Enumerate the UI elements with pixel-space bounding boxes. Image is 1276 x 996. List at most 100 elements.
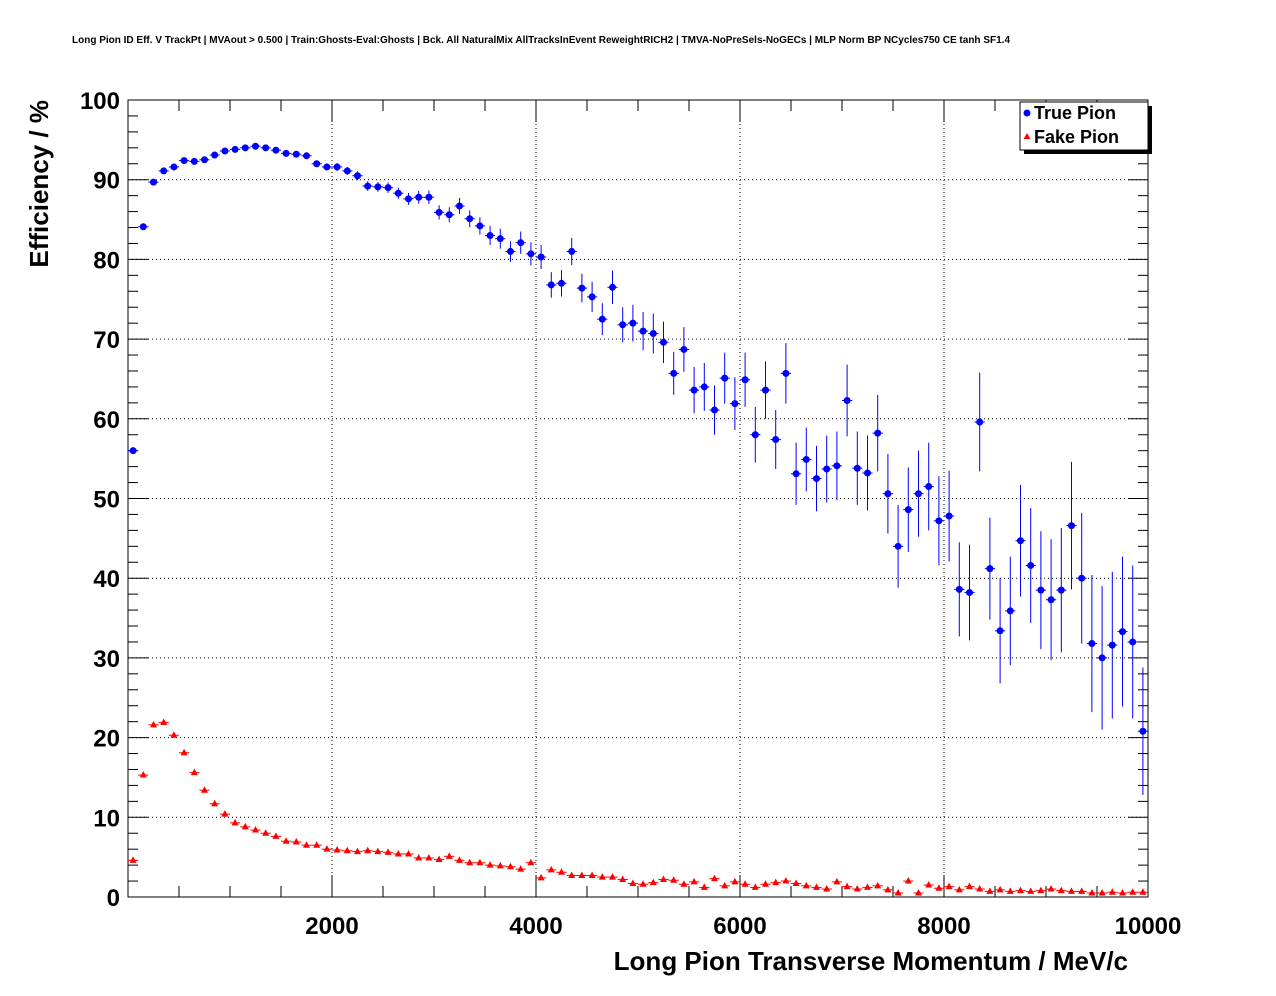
data-point xyxy=(190,768,198,776)
data-point xyxy=(904,506,912,514)
data-point xyxy=(578,284,586,292)
data-point xyxy=(792,470,800,478)
x-tick-label: 8000 xyxy=(917,913,970,940)
data-point xyxy=(374,183,382,191)
data-point xyxy=(496,235,504,243)
data-point xyxy=(966,589,973,597)
data-point xyxy=(435,208,443,216)
data-point xyxy=(853,885,861,892)
data-point xyxy=(874,429,882,437)
data-point xyxy=(394,189,402,197)
data-point xyxy=(976,418,984,426)
data-point xyxy=(1057,586,1065,594)
data-point xyxy=(343,846,351,854)
data-point xyxy=(456,202,463,210)
data-point xyxy=(292,838,300,845)
data-point xyxy=(231,145,239,153)
data-point xyxy=(343,167,351,175)
data-point xyxy=(405,195,412,203)
data-point xyxy=(517,865,525,872)
y-tick-label: 90 xyxy=(93,168,120,195)
legend: True Pion Fake Pion xyxy=(1019,101,1152,154)
y-tick-label: 10 xyxy=(93,805,120,832)
data-point xyxy=(415,853,423,861)
data-point xyxy=(1088,889,1096,896)
data-point xyxy=(170,731,178,738)
data-point xyxy=(435,855,443,863)
data-point xyxy=(1027,887,1035,894)
grid xyxy=(128,100,1148,897)
data-point xyxy=(1119,628,1126,636)
data-point xyxy=(660,338,667,346)
data-point xyxy=(150,178,157,186)
data-point xyxy=(272,146,280,154)
data-point xyxy=(741,880,749,887)
data-point xyxy=(1098,889,1106,896)
data-point xyxy=(1129,638,1137,646)
data-point xyxy=(833,877,841,885)
data-point xyxy=(915,490,922,498)
data-point xyxy=(313,841,321,848)
axes: 2000 4000 6000 8000 10000 0 10 20 30 40 50 60 70 80 90… xyxy=(80,88,1181,940)
data-point xyxy=(139,771,147,778)
data-point xyxy=(211,151,219,159)
data-point xyxy=(486,231,494,239)
data-point xyxy=(833,462,841,470)
data-point xyxy=(864,883,871,890)
data-point xyxy=(558,868,565,875)
data-point xyxy=(721,374,729,382)
y-tick-label: 70 xyxy=(93,327,120,354)
data-point xyxy=(211,799,219,807)
data-point xyxy=(802,881,810,889)
data-point xyxy=(884,885,892,893)
data-point xyxy=(129,856,137,863)
data-point xyxy=(772,436,780,444)
data-point xyxy=(731,400,739,408)
data-point xyxy=(1078,887,1086,894)
data-point xyxy=(252,142,259,150)
data-point xyxy=(1068,887,1075,894)
data-point xyxy=(813,883,820,890)
data-point xyxy=(843,396,851,404)
data-point xyxy=(660,875,667,882)
y-tick-label: 80 xyxy=(93,247,120,274)
data-point xyxy=(476,858,484,866)
data-point xyxy=(1057,886,1065,894)
data-point xyxy=(680,880,688,887)
data-point xyxy=(609,873,616,880)
data-point xyxy=(955,585,963,593)
data-point xyxy=(507,247,514,255)
data-point xyxy=(333,163,341,171)
data-point xyxy=(486,861,494,868)
data-point xyxy=(578,871,586,878)
data-point xyxy=(1078,574,1086,582)
data-point xyxy=(537,873,545,881)
data-point xyxy=(670,876,678,883)
data-point xyxy=(262,829,270,836)
data-point xyxy=(680,345,688,353)
data-point xyxy=(762,880,769,887)
data-point xyxy=(507,862,514,870)
data-point xyxy=(1027,561,1035,569)
data-point xyxy=(558,279,565,287)
data-point xyxy=(384,184,392,192)
data-point xyxy=(915,889,922,896)
data-point xyxy=(415,193,423,201)
data-point xyxy=(139,223,147,231)
data-point xyxy=(925,483,933,491)
data-point xyxy=(690,877,698,885)
data-point xyxy=(639,880,647,887)
data-point xyxy=(180,748,188,756)
data-point xyxy=(517,239,525,247)
data-point xyxy=(1108,888,1116,895)
data-point xyxy=(354,172,361,180)
data-point xyxy=(884,490,892,498)
data-point xyxy=(476,222,484,230)
data-point xyxy=(649,878,657,886)
legend-box xyxy=(1019,101,1149,151)
data-point xyxy=(1017,886,1024,894)
series-true-pion xyxy=(128,142,1148,795)
data-point xyxy=(629,319,637,327)
x-tick-label: 10000 xyxy=(1115,913,1182,940)
data-point xyxy=(935,517,943,525)
